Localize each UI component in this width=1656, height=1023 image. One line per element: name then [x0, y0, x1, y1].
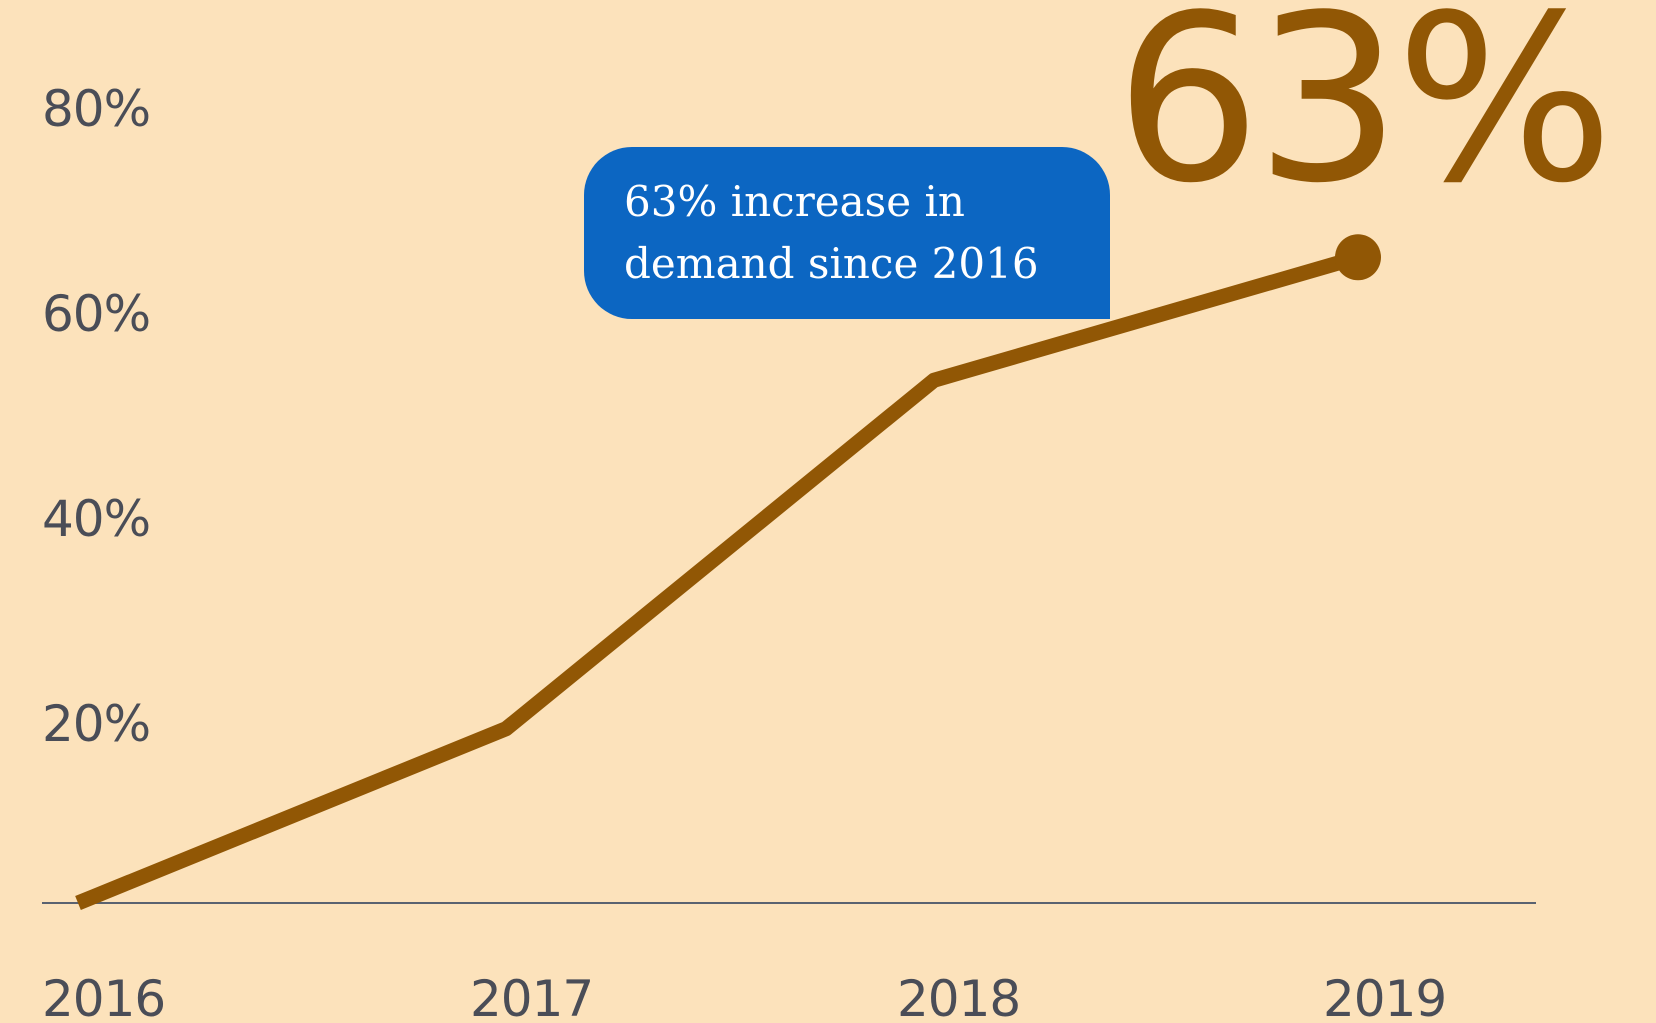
annotation-callout: 63% increase in demand since 2016	[584, 147, 1110, 319]
x-tick-label: 2019	[1323, 970, 1446, 1023]
y-tick-label: 20%	[42, 695, 150, 753]
y-tick-label: 80%	[42, 80, 150, 138]
x-tick-label: 2016	[42, 970, 165, 1023]
x-tick-label: 2017	[470, 970, 593, 1023]
highlight-value: 63%	[1114, 0, 1614, 234]
x-tick-label: 2018	[897, 970, 1020, 1023]
series-line	[75, 250, 1361, 910]
y-tick-label: 40%	[42, 490, 150, 548]
data-point-end	[1335, 234, 1381, 281]
y-tick-label: 60%	[42, 285, 150, 343]
series-layer	[75, 234, 1381, 910]
annotation-line-2: demand since 2016	[624, 239, 1039, 288]
y-axis-ticks: 80% 60% 40% 20%	[42, 80, 151, 753]
annotation-line-1: 63% increase in	[624, 177, 965, 226]
x-axis-ticks: 2016 2017 2018 2019	[42, 970, 1447, 1023]
